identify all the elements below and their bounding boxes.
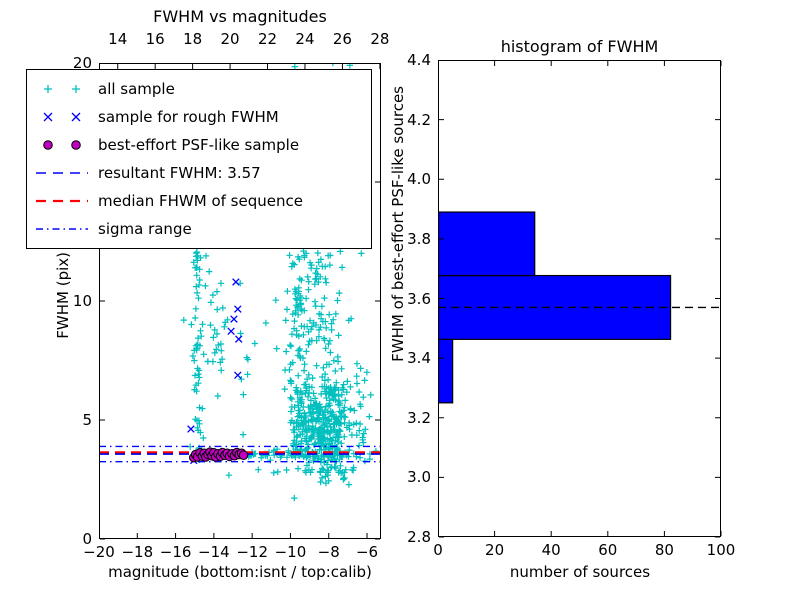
legend-item-3: resultant FWHM: 3.57 — [33, 160, 371, 187]
dash-red-legend-marker-icon — [33, 190, 91, 212]
left-plot-title: FWHM vs magnitudes — [153, 7, 327, 26]
x-tick-label-bottom: −16 — [159, 543, 192, 561]
legend-item-2: best-effort PSF-like sample — [33, 131, 371, 158]
y-tick-label-hist: 4.4 — [407, 51, 431, 69]
x-tick-label-top: 18 — [183, 30, 203, 48]
x-tick-label-hist: 100 — [706, 541, 736, 559]
x-tick-label-bottom: −10 — [274, 543, 307, 561]
x-tick-label-top: 14 — [108, 30, 128, 48]
dash-blue-legend-marker-icon — [33, 162, 91, 184]
x-tick-label-bottom: −6 — [355, 543, 379, 561]
y-tick-label-hist: 3.4 — [407, 349, 431, 368]
right-plot-title: histogram of FWHM — [500, 37, 659, 56]
x-tick-label-bottom: −14 — [198, 543, 230, 561]
x-tick-label-bottom: −12 — [236, 543, 268, 561]
legend-label: sigma range — [98, 220, 192, 239]
dot2-legend-marker-icon — [33, 134, 91, 156]
y-tick-label-hist: 3.2 — [407, 408, 431, 427]
legend-item-4: median FHWM of sequence — [33, 188, 371, 215]
y-tick-label-hist: 3.0 — [407, 468, 431, 487]
x2-legend-marker-icon — [33, 106, 91, 128]
y-tick-label-left: 5 — [82, 411, 92, 429]
legend-item-5: sigma range — [33, 216, 371, 243]
y-tick-label-hist: 3.6 — [407, 289, 431, 308]
legend-item-1: sample for rough FWHM — [33, 103, 371, 130]
legend-label: all sample — [98, 79, 175, 98]
x-tick-label-bottom: −18 — [121, 543, 154, 561]
x-tick-label-top: 28 — [370, 30, 390, 48]
x-tick-label-top: 26 — [332, 30, 352, 48]
scatter-plot-area — [99, 63, 383, 541]
legend-box: all sample sample for rough FWHM best-effo… — [26, 69, 372, 249]
histogram-bar — [438, 211, 536, 277]
legend-label: resultant FWHM: 3.57 — [98, 164, 261, 183]
x-tick-label-hist: 40 — [541, 541, 561, 559]
histogram-bar — [438, 338, 454, 404]
legend-label: median FHWM of sequence — [98, 192, 303, 211]
histogram-plot-area — [438, 60, 723, 539]
x-tick-label-hist: 60 — [598, 541, 618, 559]
x-tick-label-bottom: −8 — [317, 543, 340, 561]
legend-item-0: all sample — [33, 75, 371, 102]
left-plot-xlabel: magnitude (bottom:isnt / top:calib) — [108, 563, 372, 581]
dashdot-blue-legend-marker-icon — [33, 218, 91, 240]
legend-label: best-effort PSF-like sample — [98, 135, 300, 154]
y-tick-label-left: 20 — [72, 54, 92, 72]
x-tick-label-hist: 80 — [654, 541, 674, 559]
x-tick-label-top: 20 — [220, 30, 240, 48]
x-tick-label-hist: 20 — [485, 541, 505, 559]
y-tick-label-hist: 4.0 — [407, 170, 431, 189]
psf-like-sample-point — [238, 450, 249, 461]
y-tick-label-left: 0 — [82, 530, 92, 548]
plus2-legend-marker-icon — [33, 78, 91, 100]
x-tick-label-hist: 0 — [433, 541, 443, 559]
x-tick-label-top: 16 — [145, 30, 165, 48]
y-tick-label-hist: 2.8 — [407, 528, 431, 546]
y-tick-label-hist: 4.2 — [407, 110, 431, 129]
legend-label: sample for rough FWHM — [98, 107, 279, 126]
y-tick-label-hist: 3.8 — [407, 229, 431, 248]
x-tick-label-top: 24 — [295, 30, 315, 48]
x-tick-label-bottom: −20 — [83, 543, 115, 561]
y-tick-label-left: 10 — [72, 292, 92, 310]
x-tick-label-top: 22 — [257, 30, 278, 48]
right-plot-xlabel: number of sources — [509, 563, 651, 581]
